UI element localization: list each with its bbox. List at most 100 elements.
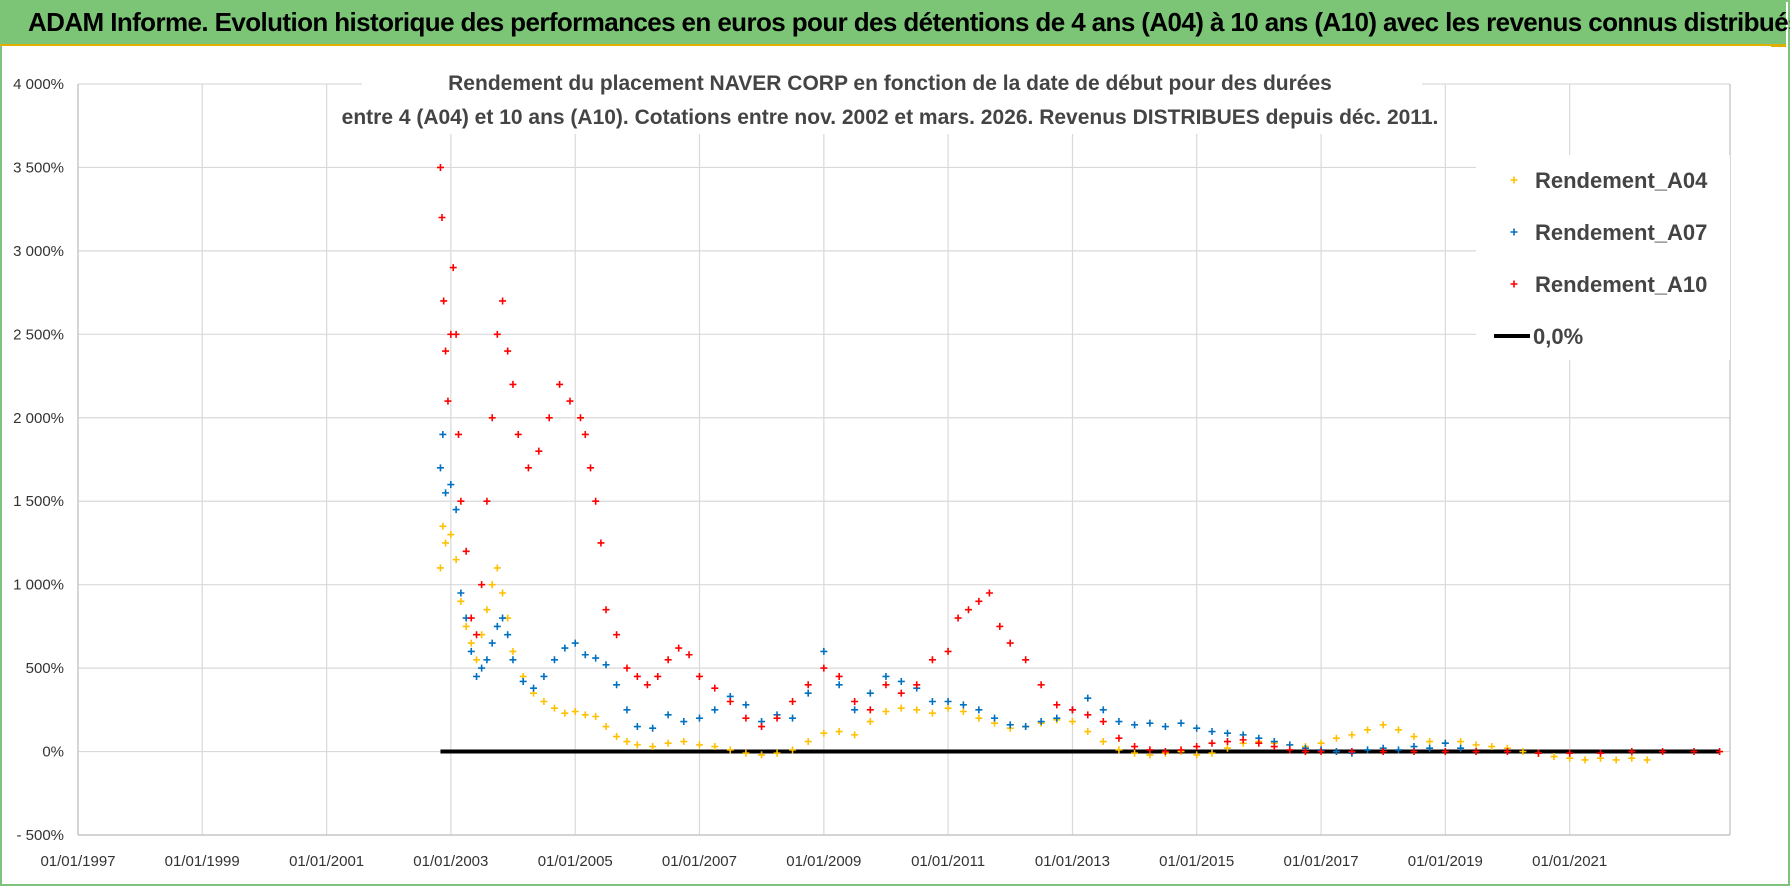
data-point — [449, 264, 457, 272]
data-point — [1177, 719, 1185, 727]
data-point — [928, 709, 936, 717]
data-point — [550, 656, 558, 664]
data-point — [467, 647, 475, 655]
data-point — [1208, 739, 1216, 747]
data-point — [467, 614, 475, 622]
data-point — [1441, 748, 1449, 756]
data-point — [1628, 748, 1636, 756]
data-point — [649, 743, 657, 751]
data-point — [1643, 756, 1651, 764]
x-tick-label: 01/01/2007 — [662, 853, 737, 870]
data-point — [602, 606, 610, 614]
data-point — [897, 689, 905, 697]
data-point — [1550, 753, 1558, 761]
data-point — [592, 713, 600, 721]
data-point — [457, 589, 465, 597]
data-point — [954, 614, 962, 622]
data-point — [1566, 749, 1574, 757]
data-point — [866, 706, 874, 714]
data-point — [1597, 749, 1604, 757]
data-point — [1332, 748, 1340, 756]
data-point — [1208, 728, 1216, 736]
data-point — [1193, 751, 1201, 759]
data-point — [1301, 748, 1309, 756]
data-point — [436, 464, 444, 472]
data-point — [742, 714, 750, 722]
data-point — [550, 704, 558, 712]
data-point — [1006, 639, 1014, 647]
data-point — [928, 656, 936, 664]
chart-title-background — [362, 70, 1422, 134]
data-point — [1115, 746, 1123, 754]
data-point — [1193, 724, 1201, 732]
data-point — [711, 743, 719, 751]
data-point — [509, 647, 517, 655]
x-tick-label: 01/01/2001 — [289, 853, 364, 870]
legend-label: Rendement_A10 — [1535, 272, 1707, 297]
y-tick-label: 3 500% — [13, 159, 64, 176]
data-point — [444, 397, 452, 405]
data-point — [438, 214, 446, 222]
x-tick-label: 01/01/2021 — [1532, 853, 1607, 870]
data-point — [447, 481, 455, 489]
data-point — [882, 672, 890, 680]
x-axis-ticks: 01/01/1997 01/01/1999 01/01/2001 01/01/2003… — [40, 853, 1607, 870]
data-point — [440, 297, 448, 305]
data-point — [675, 644, 683, 652]
data-point — [1177, 746, 1185, 754]
legend-label: Rendement_A04 — [1535, 168, 1708, 193]
data-point — [975, 714, 983, 722]
data-point — [581, 711, 589, 719]
y-tick-label: 4 000% — [13, 76, 64, 93]
data-point — [1099, 718, 1107, 726]
data-point — [664, 656, 672, 664]
data-point — [1488, 743, 1496, 751]
data-point — [633, 723, 641, 731]
data-point — [835, 681, 843, 689]
legend-marker-rendement_a10 — [1510, 280, 1518, 288]
data-point — [561, 709, 569, 717]
y-tick-label: 3 000% — [13, 243, 64, 260]
data-point — [1426, 738, 1434, 746]
data-point — [913, 681, 921, 689]
x-tick-label: 01/01/2017 — [1284, 853, 1359, 870]
data-point — [944, 697, 952, 705]
data-point — [758, 723, 766, 731]
data-point — [499, 614, 507, 622]
data-point — [602, 723, 610, 731]
data-point — [1068, 718, 1076, 726]
data-point — [1131, 721, 1139, 729]
data-point — [1503, 748, 1511, 756]
data-point — [519, 677, 527, 685]
y-tick-label: 1 000% — [13, 577, 64, 594]
data-point — [742, 701, 750, 709]
data-point — [623, 706, 631, 714]
data-point — [913, 706, 921, 714]
data-point — [1364, 726, 1372, 734]
data-point — [1472, 741, 1480, 749]
y-tick-label: 2 500% — [13, 326, 64, 343]
data-point — [1395, 746, 1403, 754]
data-point — [545, 414, 553, 422]
data-point — [882, 708, 890, 716]
data-point — [509, 380, 517, 388]
data-point — [695, 714, 703, 722]
x-tick-label: 01/01/2011 — [911, 853, 985, 870]
data-point — [789, 746, 797, 754]
data-point — [581, 651, 589, 659]
data-point — [592, 497, 600, 505]
data-point — [1037, 718, 1045, 726]
data-point — [1716, 748, 1724, 756]
data-point — [1146, 746, 1154, 754]
data-point — [504, 631, 512, 639]
data-point — [1161, 748, 1169, 756]
data-point — [592, 654, 600, 662]
data-point — [587, 464, 595, 472]
data-point — [442, 489, 450, 497]
data-point — [509, 656, 517, 664]
data-point — [556, 380, 564, 388]
legend-label: Rendement_A07 — [1535, 220, 1707, 245]
legend-label: 0,0% — [1533, 324, 1583, 349]
data-point — [467, 639, 475, 647]
data-point — [613, 681, 621, 689]
